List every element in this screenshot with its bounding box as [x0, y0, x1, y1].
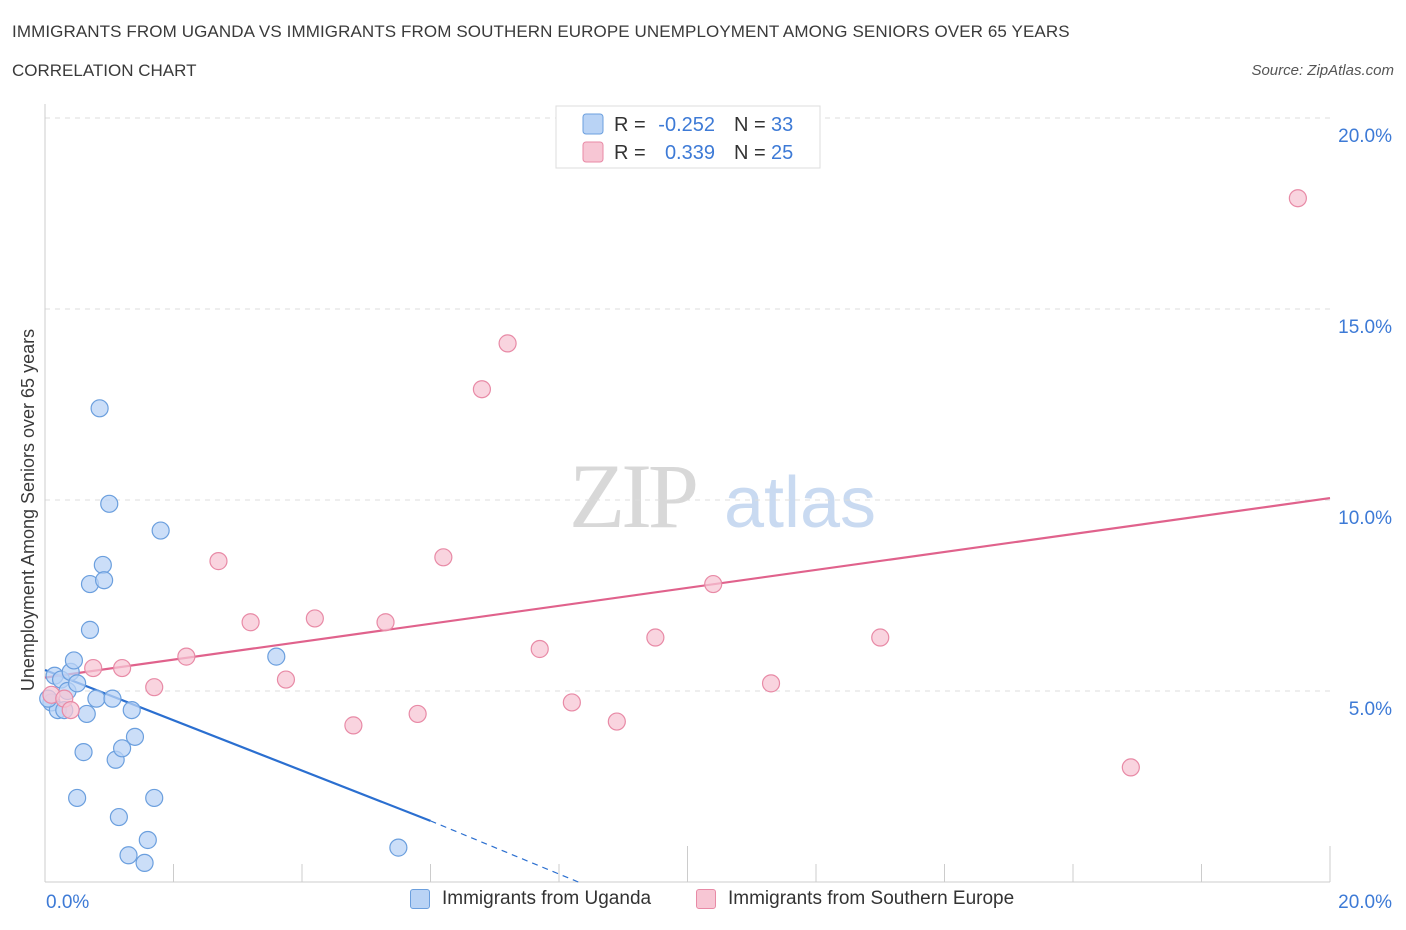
legend-label-uganda: Immigrants from Uganda: [442, 888, 652, 909]
legend-r-value-1: -0.252: [658, 114, 715, 136]
legend-r-label-1: R =: [614, 114, 646, 136]
point-seur-16: [498, 334, 517, 353]
point-uganda-26: [138, 830, 157, 850]
point-uganda-13: [87, 689, 106, 708]
point-seur-3: [84, 658, 103, 678]
point-seur-20: [646, 628, 665, 647]
legend-item-seur: Immigrants from Southern Europe: [696, 888, 1014, 910]
point-seur-25: [1288, 189, 1307, 208]
x-tick-label-1: 20.0%: [1338, 892, 1392, 913]
legend-swatch-uganda: [582, 113, 604, 135]
point-seur-23: [871, 628, 890, 647]
point-seur-19: [607, 712, 626, 731]
point-seur-6: [177, 647, 196, 666]
point-seur-15: [472, 380, 491, 399]
point-uganda-9: [74, 743, 93, 762]
legend-r-label-2: R =: [614, 142, 646, 164]
legend-n-label-2: N =: [734, 142, 766, 164]
point-uganda-25: [135, 853, 154, 873]
legend-item-uganda: Immigrants from Uganda: [410, 888, 651, 910]
point-uganda-23: [122, 700, 141, 720]
gridlines: [45, 117, 1330, 692]
point-seur-11: [344, 716, 363, 735]
watermark: ZIP atlas: [569, 445, 876, 547]
point-seur-10: [305, 609, 324, 628]
y-tick-label-0: 5.0%: [1349, 699, 1392, 720]
point-uganda-24: [125, 727, 145, 746]
point-seur-8: [241, 613, 260, 632]
point-seur-21: [704, 574, 723, 594]
legend-swatch-seur: [582, 141, 604, 163]
point-uganda-21: [112, 739, 132, 758]
axes: 5.0% 10.0% 15.0% 20.0% 0.0% 20.0%: [44, 104, 1392, 913]
point-uganda-18: [103, 689, 122, 708]
point-uganda-14: [90, 399, 109, 418]
x-tick-label-0: 0.0%: [46, 892, 89, 913]
point-seur-12: [376, 613, 395, 632]
source-label: Source: ZipAtlas.com: [1251, 62, 1394, 79]
chart-subtitle: CORRELATION CHART: [12, 61, 197, 80]
point-seur-5: [145, 678, 164, 697]
point-uganda-17: [100, 494, 119, 513]
point-uganda-31: [389, 838, 408, 857]
point-seur-2: [61, 700, 80, 720]
point-uganda-16: [95, 571, 114, 590]
point-uganda-30: [267, 647, 286, 666]
watermark-atlas: atlas: [724, 463, 876, 543]
point-seur-13: [408, 704, 427, 724]
point-uganda-27: [145, 788, 164, 808]
point-uganda-29: [68, 788, 87, 808]
legend-swatch-uganda-bottom: [410, 889, 430, 909]
y-tick-label-1: 10.0%: [1338, 508, 1392, 529]
point-seur-4: [112, 658, 132, 678]
watermark-zip: ZIP: [569, 445, 696, 547]
trend-lines: [44, 497, 1331, 883]
legend-label-seur: Immigrants from Southern Europe: [728, 888, 1015, 909]
point-seur-22: [761, 674, 781, 693]
trend-line-uganda-extension: [430, 820, 579, 883]
point-uganda-20: [109, 807, 128, 827]
point-seur-14: [434, 548, 453, 567]
legend-bottom: Immigrants from Uganda Immigrants from S…: [0, 888, 1406, 918]
legend-top: R = -0.252 N = 33 R = 0.339 N = 25: [555, 105, 821, 169]
point-uganda-8: [68, 674, 87, 693]
chart-title: IMMIGRANTS FROM UGANDA VS IMMIGRANTS FRO…: [12, 22, 1070, 41]
point-uganda-22: [119, 846, 138, 865]
point-seur-7: [209, 552, 228, 571]
trend-line-seur: [44, 497, 1331, 679]
point-uganda-11: [80, 620, 100, 639]
point-uganda-28: [151, 521, 170, 540]
point-seur-17: [530, 639, 549, 659]
legend-n-value-1: 33: [771, 114, 793, 136]
y-axis-label: Unemployment Among Seniors over 65 years: [18, 329, 38, 691]
point-uganda-10: [77, 704, 96, 724]
y-tick-label-2: 15.0%: [1338, 317, 1392, 338]
point-uganda-7: [64, 651, 84, 670]
point-seur-9: [276, 670, 296, 689]
legend-n-label-1: N =: [734, 114, 766, 136]
legend-r-value-2: 0.339: [665, 142, 715, 164]
legend-n-value-2: 25: [771, 142, 793, 164]
point-uganda-15: [93, 555, 112, 575]
point-seur-18: [562, 693, 581, 712]
data-points: [39, 189, 1307, 873]
legend-swatch-seur-bottom: [696, 889, 716, 909]
point-seur-24: [1121, 758, 1140, 777]
y-tick-label-3: 20.0%: [1338, 126, 1392, 147]
